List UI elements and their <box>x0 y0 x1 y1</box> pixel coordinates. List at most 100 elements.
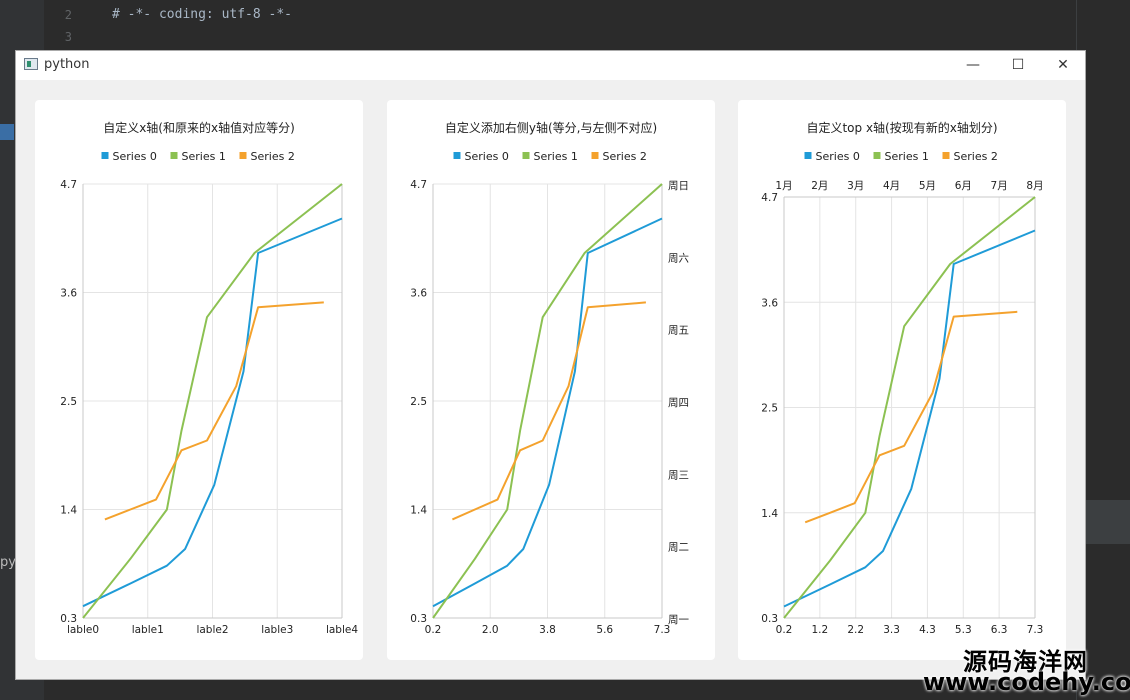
legend-marker <box>591 152 599 159</box>
series-line-1 <box>82 183 343 619</box>
y2-tick-label: 周二 <box>668 542 689 554</box>
top-x-tick-label: 7月 <box>991 180 1008 192</box>
chart-top-x-axis: 自定义top x轴(按现有新的x轴划分) Series 0 Series 1 Seri… <box>761 120 1044 636</box>
y-tick-label: 4.7 <box>60 179 77 191</box>
x-tick-label: 0.2 <box>425 624 442 636</box>
y-tick-label: 2.5 <box>60 396 77 408</box>
chart-panel-3: 自定义top x轴(按现有新的x轴划分) Series 0 Series 1 Seri… <box>738 100 1066 660</box>
side-toolbar-strip <box>1086 500 1130 544</box>
x-tick-label: 0.2 <box>776 624 793 636</box>
code-line[interactable]: # -*- coding: utf-8 -*- <box>112 7 293 22</box>
series-line-1 <box>783 196 1036 619</box>
legend-label: Series 1 <box>885 150 929 163</box>
chart-title: 自定义top x轴(按现有新的x轴划分) <box>806 120 997 135</box>
top-x-tick-label: 1月 <box>775 180 792 192</box>
python-window: python — ☐ ✕ 自定义x轴(和原来的x轴值对应等分) Series 0 S… <box>15 50 1086 680</box>
chart-right-y-axis: 自定义添加右侧y轴(等分,与左侧不对应) Series 0 Series 1 Seri… <box>410 120 689 636</box>
y-tick-label: 0.3 <box>761 613 778 625</box>
window-titlebar[interactable]: python — ☐ ✕ <box>16 51 1085 80</box>
x-tick-label: lable2 <box>196 624 228 636</box>
legend-label: Series 0 <box>113 150 157 163</box>
legend-marker <box>239 152 247 159</box>
top-x-tick-label: 2月 <box>811 180 828 192</box>
close-button[interactable]: ✕ <box>1040 51 1086 80</box>
legend-marker <box>942 152 950 159</box>
series-line-1 <box>432 183 663 619</box>
x-tick-label: lable1 <box>132 624 164 636</box>
x-tick-label: 6.3 <box>991 624 1008 636</box>
x-tick-label: lable4 <box>326 624 358 636</box>
top-x-tick-label: 3月 <box>847 180 864 192</box>
watermark-url: www.codehy.com <box>923 668 1130 696</box>
minimize-icon: — <box>966 57 980 73</box>
y2-tick-label: 周三 <box>668 469 689 481</box>
y-tick-label: 1.4 <box>60 505 77 517</box>
x-tick-label: 7.3 <box>1027 624 1044 636</box>
window-title: python <box>44 57 90 72</box>
legend-label: Series 2 <box>603 150 647 163</box>
series-line-2 <box>804 310 1018 524</box>
y2-tick-label: 周一 <box>668 614 689 626</box>
y-tick-label: 3.6 <box>761 297 778 309</box>
top-x-tick-label: 6月 <box>955 180 972 192</box>
series-line-0 <box>432 217 663 608</box>
x-tick-label: 4.3 <box>919 624 936 636</box>
y2-tick-label: 周日 <box>668 180 689 192</box>
series-line-0 <box>82 217 343 608</box>
legend-label: Series 0 <box>816 150 860 163</box>
app-icon <box>24 58 38 70</box>
y-tick-label: 4.7 <box>410 179 427 191</box>
legend-marker <box>170 152 178 159</box>
y-tick-label: 0.3 <box>60 613 77 625</box>
legend-marker <box>522 152 530 159</box>
top-x-tick-label: 5月 <box>919 180 936 192</box>
y-tick-label: 4.7 <box>761 192 778 204</box>
x-tick-label: 2.0 <box>482 624 499 636</box>
series-line-2 <box>451 301 646 521</box>
maximize-button[interactable]: ☐ <box>995 51 1041 80</box>
x-tick-label: 3.3 <box>883 624 900 636</box>
x-tick-label: 1.2 <box>812 624 829 636</box>
minimize-button[interactable]: — <box>950 51 996 80</box>
maximize-icon: ☐ <box>1011 57 1025 73</box>
chart-title: 自定义x轴(和原来的x轴值对应等分) <box>103 120 295 135</box>
chart-title: 自定义添加右侧y轴(等分,与左侧不对应) <box>445 120 657 135</box>
y-tick-label: 3.6 <box>410 288 427 300</box>
legend-label: Series 1 <box>182 150 226 163</box>
x-tick-label: 5.6 <box>596 624 613 636</box>
x-tick-label: 3.8 <box>539 624 556 636</box>
x-tick-label: 5.3 <box>955 624 972 636</box>
x-tick-label: lable0 <box>67 624 99 636</box>
legend-label: Series 1 <box>534 150 578 163</box>
top-x-tick-label: 4月 <box>883 180 900 192</box>
line-number: 2 <box>64 8 72 22</box>
legend-marker <box>453 152 461 159</box>
legend-label: Series 2 <box>954 150 998 163</box>
x-tick-label: lable3 <box>261 624 293 636</box>
chart-custom-x-axis: 自定义x轴(和原来的x轴值对应等分) Series 0 Series 1 Series… <box>60 120 358 636</box>
y2-tick-label: 周五 <box>668 325 689 337</box>
y2-tick-label: 周四 <box>668 397 689 409</box>
top-x-tick-label: 8月 <box>1026 180 1043 192</box>
series-line-0 <box>783 229 1036 608</box>
y-tick-label: 3.6 <box>60 288 77 300</box>
series-line-2 <box>104 301 324 521</box>
chart-panel-2: 自定义添加右侧y轴(等分,与左侧不对应) Series 0 Series 1 Seri… <box>387 100 715 660</box>
legend-marker <box>873 152 881 159</box>
y2-tick-label: 周六 <box>668 252 689 264</box>
y-tick-label: 0.3 <box>410 613 427 625</box>
y-tick-label: 1.4 <box>761 508 778 520</box>
project-panel-marker <box>0 124 14 140</box>
close-icon: ✕ <box>1057 57 1069 73</box>
chart-panel-1: 自定义x轴(和原来的x轴值对应等分) Series 0 Series 1 Series… <box>35 100 363 660</box>
x-tick-label: 2.2 <box>847 624 864 636</box>
legend-label: Series 0 <box>465 150 509 163</box>
run-panel-label: py <box>0 555 16 570</box>
legend-marker <box>101 152 109 159</box>
legend-label: Series 2 <box>251 150 295 163</box>
y-tick-label: 2.5 <box>761 403 778 415</box>
y-tick-label: 1.4 <box>410 505 427 517</box>
line-number: 3 <box>64 30 72 44</box>
watermark-chinese: 源码海洋网 <box>963 648 1088 676</box>
legend-marker <box>804 152 812 159</box>
